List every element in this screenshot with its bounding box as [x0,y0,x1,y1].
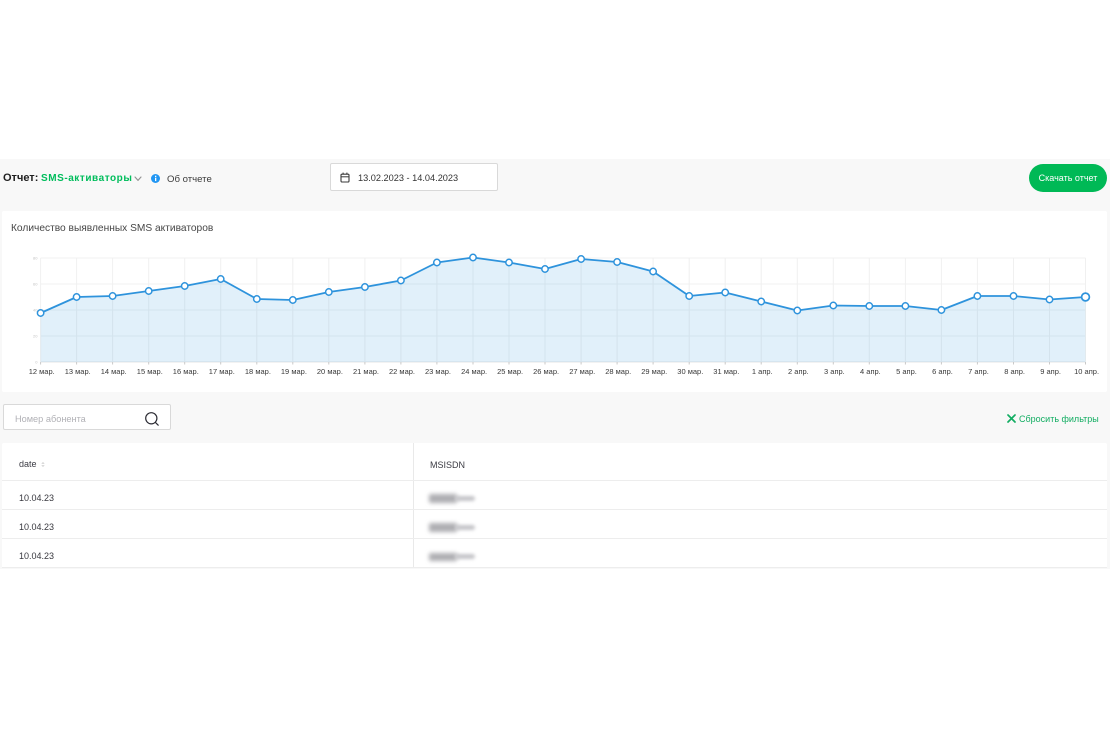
svg-text:14 мар.: 14 мар. [101,367,127,376]
svg-text:19 мар.: 19 мар. [281,367,307,376]
svg-text:18 мар.: 18 мар. [245,367,271,376]
svg-text:5 апр.: 5 апр. [896,367,917,376]
svg-text:8 апр.: 8 апр. [1004,367,1025,376]
svg-text:10 апр.: 10 апр. [1074,367,1099,376]
svg-text:12 мар.: 12 мар. [29,367,55,376]
svg-text:31 мар.: 31 мар. [713,367,739,376]
svg-text:13 мар.: 13 мар. [65,367,91,376]
svg-text:9 апр.: 9 апр. [1040,367,1061,376]
svg-text:6 апр.: 6 апр. [932,367,953,376]
svg-text:25 мар.: 25 мар. [497,367,523,376]
svg-text:30 мар.: 30 мар. [677,367,703,376]
svg-text:20: 20 [33,334,38,339]
svg-text:16 мар.: 16 мар. [173,367,199,376]
svg-text:60: 60 [33,282,38,287]
svg-text:26 мар.: 26 мар. [533,367,559,376]
svg-text:17 мар.: 17 мар. [209,367,235,376]
svg-text:7 апр.: 7 апр. [968,367,989,376]
svg-text:1 апр.: 1 апр. [752,367,773,376]
svg-text:23 мар.: 23 мар. [425,367,451,376]
svg-text:80: 80 [33,256,38,261]
svg-text:3 апр.: 3 апр. [824,367,845,376]
svg-text:29 мар.: 29 мар. [641,367,667,376]
svg-text:40: 40 [33,308,38,313]
svg-text:24 мар.: 24 мар. [461,367,487,376]
svg-text:27 мар.: 27 мар. [569,367,595,376]
svg-text:28 мар.: 28 мар. [605,367,631,376]
svg-text:15 мар.: 15 мар. [137,367,163,376]
svg-text:0: 0 [35,360,38,365]
svg-text:2 апр.: 2 апр. [788,367,809,376]
svg-text:20 мар.: 20 мар. [317,367,343,376]
svg-text:21 мар.: 21 мар. [353,367,379,376]
svg-text:4 апр.: 4 апр. [860,367,881,376]
svg-text:22 мар.: 22 мар. [389,367,415,376]
